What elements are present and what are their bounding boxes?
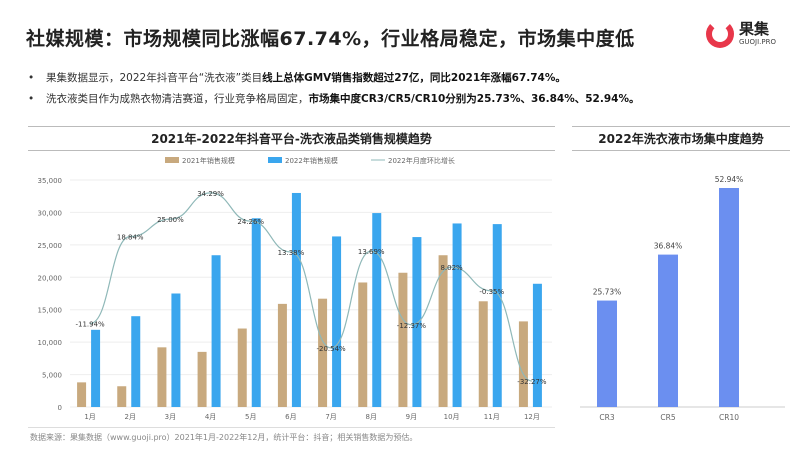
bar-2021 (318, 298, 328, 407)
bar-2022 (131, 316, 141, 407)
bar-2022 (492, 224, 502, 407)
cr-bar (658, 254, 678, 407)
bullet-2: • 洗衣液类目作为成熟衣物清洁赛道，行业竞争格局固定，市场集中度CR3/CR5/C… (28, 93, 640, 105)
x-tick-label: 6月 (285, 413, 296, 421)
y-tick-label: 15,000 (38, 307, 63, 315)
logo: 果集 GUOJI.PRO (706, 18, 786, 52)
line-data-label: 25.00% (157, 216, 184, 224)
y-tick-label: 35,000 (38, 177, 63, 185)
line-data-label: 18.84% (117, 234, 144, 242)
line-data-label: -32.27% (517, 378, 547, 386)
bar-2021 (117, 386, 127, 407)
mom-growth-line (89, 192, 533, 382)
x-tick-label: 1月 (84, 413, 95, 421)
left-chart-title: 2021年-2022年抖音平台-洗衣液品类销售规模趋势 (151, 132, 432, 146)
x-tick-label: 8月 (366, 413, 377, 421)
concentration-chart: 25.73% CR3 36.84% CR5 52.94% CR10 (580, 175, 785, 422)
bar-2021 (157, 347, 167, 407)
legend-label: 2022年销售规模 (285, 156, 338, 165)
bar-2022 (412, 237, 422, 407)
x-tick-label: 11月 (484, 413, 500, 421)
bar-data-label: 25.73% (593, 288, 622, 297)
source-note: 数据来源：果集数据（www.guoji.pro）2021年1月-2022年12月… (30, 433, 418, 442)
bar-2022 (291, 192, 301, 407)
y-tick-label: 30,000 (38, 209, 63, 217)
x-tick-label: 3月 (165, 413, 176, 421)
bar-2021 (398, 272, 408, 407)
bullet-text: 洗衣液类目作为成熟衣物清洁赛道，行业竞争格局固定， (46, 93, 309, 105)
legend-label: 2021年销售规模 (182, 156, 235, 165)
line-data-label: 34.29% (197, 190, 224, 198)
bar-2021 (518, 321, 528, 407)
bar-2021 (77, 382, 87, 407)
bar-2022 (532, 283, 542, 407)
bar-2022 (91, 329, 101, 407)
x-tick-label: 12月 (524, 413, 540, 421)
x-tick-label: 2月 (125, 413, 136, 421)
bullet-bold: 线上总体GMV销售指数超过27亿，同比2021年涨幅67.74%。 (262, 72, 566, 84)
bar-2021 (438, 255, 448, 407)
page-title: 社媒规模：市场规模同比涨幅67.74%，行业格局稳定，市场集中度低 (26, 28, 635, 50)
bar-data-label: 36.84% (654, 242, 683, 251)
cr-bar (719, 188, 739, 407)
bar-2021 (237, 328, 247, 407)
line-data-label: 24.26% (237, 218, 264, 226)
x-tick-label: 10月 (444, 413, 460, 421)
line-data-label: 8.02% (440, 264, 463, 272)
logo-icon (706, 20, 734, 48)
legend-label: 2022年月度环比增长 (388, 156, 455, 165)
bar-2021 (197, 351, 207, 407)
x-tick-label: 9月 (406, 413, 417, 421)
line-data-label: -12.37% (397, 322, 427, 330)
bullet-1: • 果集数据显示，2022年抖音平台“洗衣液”类目线上总体GMV销售指数超过27亿… (28, 72, 566, 84)
right-chart-title: 2022年洗衣液市场集中度趋势 (598, 132, 764, 146)
bar-2022 (372, 213, 382, 407)
line-data-label: -11.94% (75, 321, 105, 329)
line-data-label: 13.38% (278, 249, 305, 257)
bar-2021 (358, 282, 368, 407)
legend-swatch (165, 157, 179, 163)
bar-2022 (211, 255, 221, 407)
cr-bar (597, 300, 617, 407)
bar-2021 (478, 301, 488, 407)
logo-sub: GUOJI.PRO (739, 38, 777, 46)
bar-2022 (332, 236, 342, 407)
x-tick-label: CR3 (599, 413, 614, 422)
bar-2022 (452, 223, 462, 407)
logo-name: 果集 (739, 20, 770, 38)
sales-chart: 0 5,000 10,000 15,000 20,000 25,000 30,000 35,0… (38, 156, 552, 421)
bar-2022 (251, 218, 261, 407)
line-data-label: 13.69% (358, 248, 385, 256)
x-tick-label: CR5 (660, 413, 675, 422)
line-data-label: -0.35% (479, 288, 504, 296)
y-tick-label: 0 (58, 404, 62, 412)
y-tick-label: 10,000 (38, 339, 63, 347)
x-tick-label: 5月 (245, 413, 256, 421)
y-tick-label: 25,000 (38, 242, 63, 250)
x-tick-label: CR10 (719, 413, 739, 422)
line-data-label: -20.54% (316, 345, 346, 353)
bullet-text: 果集数据显示，2022年抖音平台“洗衣液”类目 (46, 72, 263, 84)
x-tick-label: 4月 (205, 413, 216, 421)
bullet-bold: 市场集中度CR3/CR5/CR10分别为25.73%、36.84%、52.94%… (308, 93, 640, 105)
x-tick-label: 7月 (325, 413, 336, 421)
y-tick-label: 20,000 (38, 274, 63, 282)
legend-swatch (268, 157, 282, 163)
bar-2022 (171, 293, 181, 407)
bar-data-label: 52.94% (715, 175, 744, 184)
bar-2021 (277, 303, 287, 407)
y-tick-label: 5,000 (42, 372, 62, 380)
